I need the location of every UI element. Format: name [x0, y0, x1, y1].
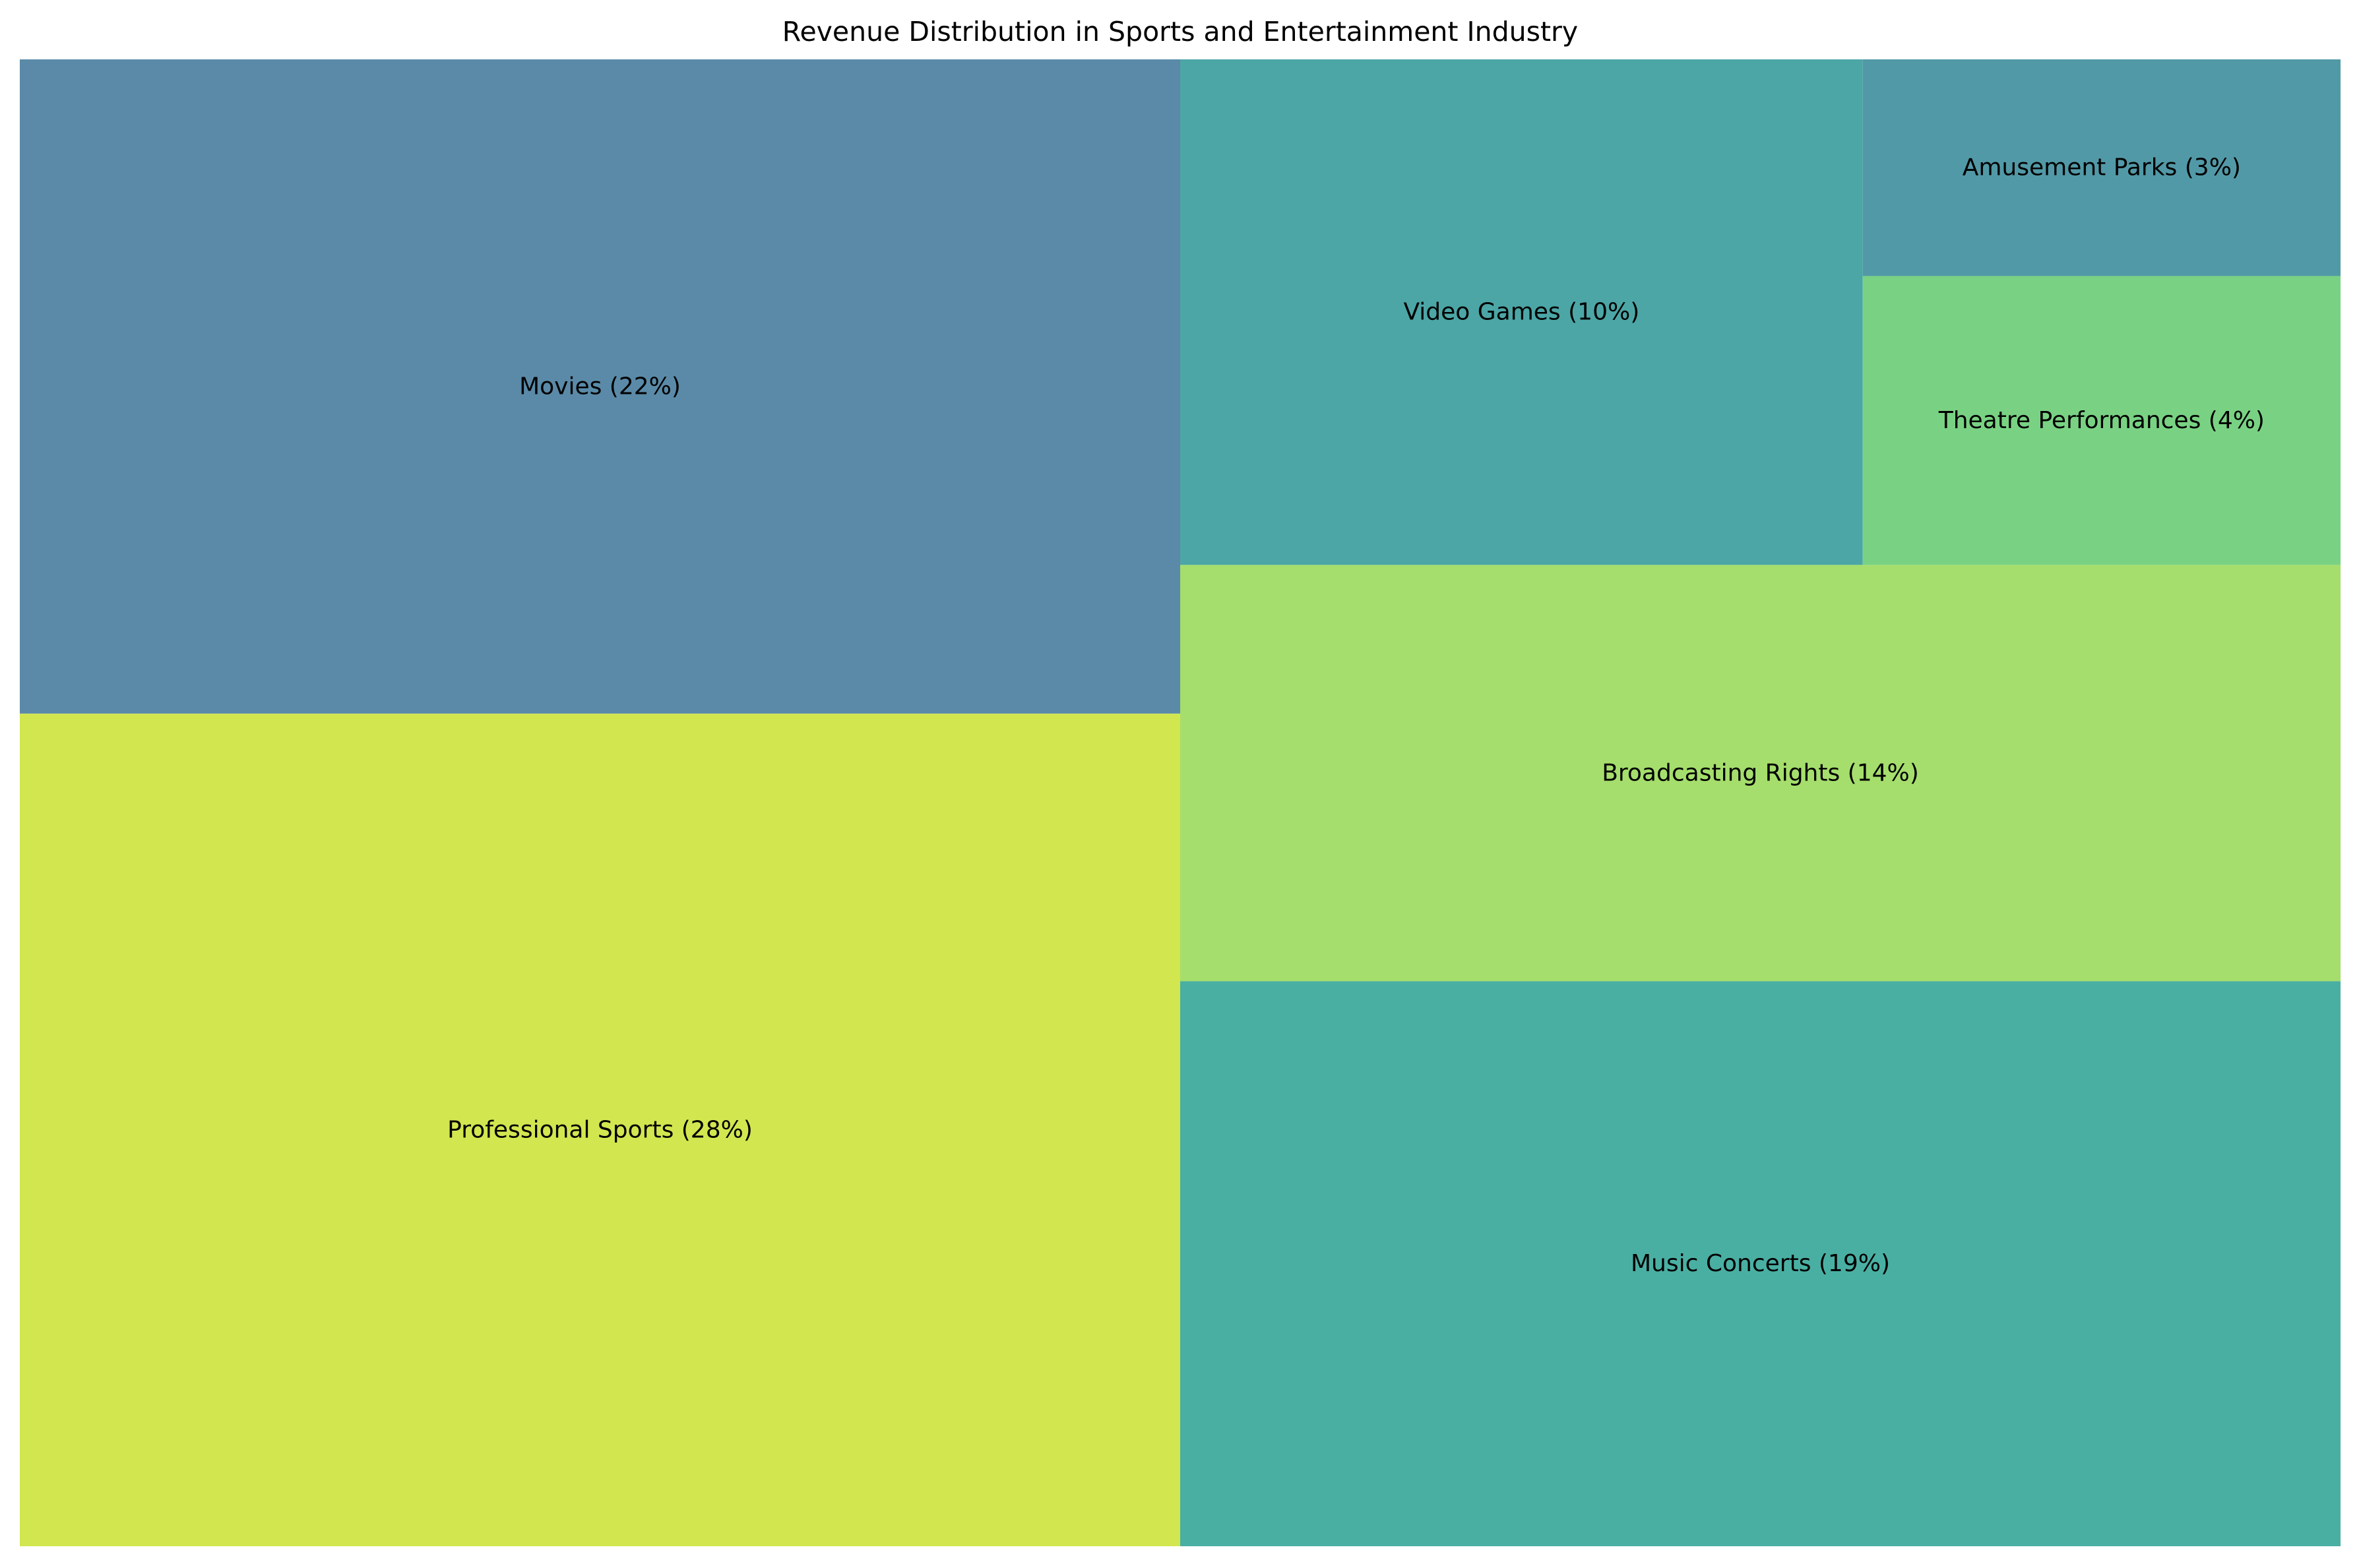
treemap-cell-music-concerts — [1180, 981, 2341, 1546]
treemap-label-video-games: Video Games (10%) — [1403, 299, 1639, 326]
chart-title: Revenue Distribution in Sports and Enter… — [782, 16, 1578, 47]
treemap-cell-movies — [20, 59, 1180, 714]
treemap-label-music-concerts: Music Concerts (19%) — [1631, 1250, 1890, 1277]
treemap-label-theatre-performances: Theatre Performances (4%) — [1938, 407, 2265, 434]
treemap-cell-theatre-performances — [1862, 276, 2341, 565]
treemap-cell-broadcasting-rights — [1180, 565, 2341, 982]
treemap-cell-video-games — [1180, 59, 1863, 565]
treemap-cells: Professional Sports (28%) Movies (22%) Mus… — [20, 59, 2341, 1546]
treemap-label-broadcasting-rights: Broadcasting Rights (14%) — [1602, 759, 1919, 786]
treemap-label-professional-sports: Professional Sports (28%) — [447, 1116, 753, 1143]
treemap-label-amusement-parks: Amusement Parks (3%) — [1963, 154, 2241, 181]
treemap-cell-amusement-parks — [1862, 59, 2341, 276]
treemap-label-movies: Movies (22%) — [519, 373, 681, 400]
treemap-cell-professional-sports — [20, 713, 1180, 1546]
